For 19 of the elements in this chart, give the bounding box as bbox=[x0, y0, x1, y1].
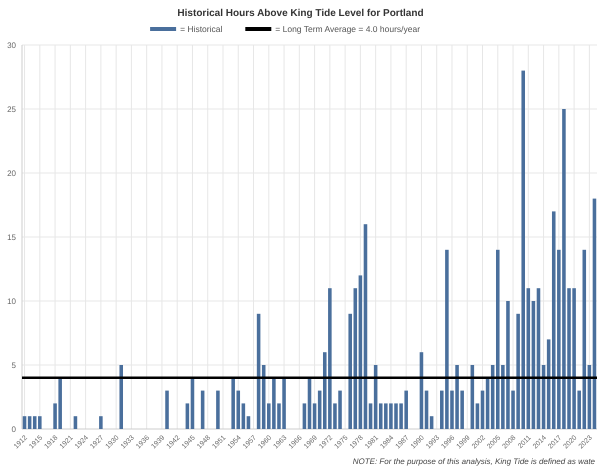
bar bbox=[338, 390, 342, 429]
bar bbox=[165, 390, 169, 429]
y-tick-label: 5 bbox=[12, 360, 17, 370]
bar bbox=[99, 416, 103, 429]
text: NOTE: For the purpose of this analysis, King Tide is defined as wate bbox=[352, 457, 596, 466]
y-tick-label: 30 bbox=[7, 40, 17, 50]
y-tick-label: 15 bbox=[7, 232, 17, 242]
legend-label: = Historical bbox=[180, 24, 222, 34]
bar bbox=[119, 365, 124, 429]
y-tick-label: 0 bbox=[12, 424, 17, 434]
bar bbox=[420, 352, 424, 429]
chart-title: Historical Hours Above King Tide Level for Portland bbox=[177, 8, 424, 19]
y-tick-label: 20 bbox=[7, 168, 17, 178]
y-tick-label: 10 bbox=[7, 296, 17, 306]
y-tick-label: 25 bbox=[7, 104, 17, 114]
bar bbox=[216, 390, 220, 429]
bar bbox=[200, 390, 204, 429]
legend-label: = Long Term Average = 4.0 hours/year bbox=[275, 24, 420, 34]
bar bbox=[74, 416, 78, 429]
